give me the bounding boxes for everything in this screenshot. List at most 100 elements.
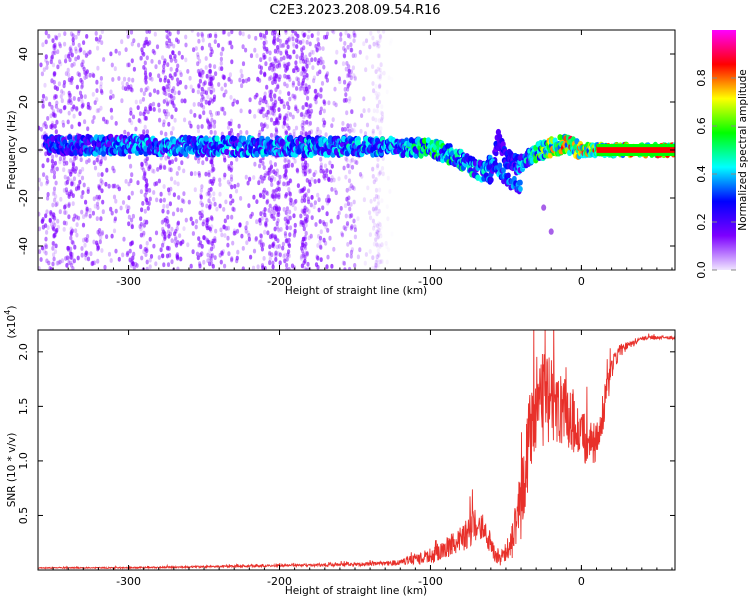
spectrogram-noise-speck	[38, 226, 42, 232]
spectrogram-noise-speck	[54, 202, 58, 208]
spectrogram-noise-speck	[262, 33, 267, 39]
spectrogram-noise-speck	[211, 167, 215, 173]
spectrogram-noise-speck	[62, 158, 66, 164]
spectrogram-noise-speck	[208, 256, 212, 261]
spectrogram-noise-speck	[324, 224, 328, 230]
spectrogram-noise-speck	[377, 252, 381, 257]
spectrogram-noise-speck	[210, 253, 214, 259]
spectrogram-noise-speck	[287, 249, 291, 255]
spectrogram-noise-speck	[284, 30, 288, 35]
spectrogram-noise-speck	[272, 244, 276, 249]
spectrogram-noise-speck	[284, 233, 288, 239]
spectrogram-noise-speck	[302, 120, 306, 126]
spectrogram-noise-speck	[261, 33, 265, 38]
spectrogram-noise-speck	[156, 89, 160, 95]
spectrogram-noise-speck	[288, 232, 292, 238]
spectrogram-noise-speck	[346, 163, 350, 169]
spectrogram-noise-speck	[144, 187, 148, 192]
spectrogram-noise-speck	[378, 83, 382, 89]
spectrogram-noise-speck	[375, 243, 379, 248]
spectrogram-noise-speck	[376, 94, 380, 100]
spectrogram-noise-speck	[275, 205, 279, 211]
spectrogram-noise-speck	[68, 57, 72, 63]
spectrogram-noise-speck	[327, 177, 331, 183]
spectrogram-noise-speck	[268, 105, 272, 111]
spectrogram-noise-speck	[376, 230, 380, 236]
spectrogram-noise-speck	[202, 89, 206, 95]
spectrogram-noise-speck	[376, 124, 380, 130]
spectrogram-noise-speck	[117, 186, 121, 192]
spectrogram-noise-speck	[375, 229, 379, 235]
spectrogram-noise-speck	[199, 188, 203, 193]
spectrogram-noise-speck	[322, 221, 326, 227]
spectrogram-noise-speck	[85, 206, 89, 212]
spectrogram-noise-speck	[131, 255, 135, 261]
spectrogram-noise-speck	[276, 45, 280, 50]
spectrogram-noise-speck	[344, 156, 348, 162]
spectrogram-noise-speck	[294, 106, 298, 112]
spectrogram-noise-speck	[176, 81, 180, 87]
spectrogram-noise-speck	[337, 176, 341, 182]
spectrogram-noise-speck	[48, 218, 52, 223]
spectrogram-noise-speck	[184, 34, 188, 40]
spectrogram-noise-speck	[153, 50, 157, 56]
spectrogram-noise-speck	[173, 54, 177, 59]
spectrogram-noise-speck	[182, 191, 186, 197]
spectrogram-noise-speck	[375, 254, 380, 259]
spectrogram-y-tick-label: -40	[17, 237, 30, 255]
spectrogram-noise-speck	[319, 93, 323, 99]
spectrogram-noise-speck	[143, 124, 147, 130]
spectrogram-noise-speck	[244, 47, 248, 53]
spectrogram-noise-speck	[322, 237, 326, 243]
spectrogram-noise-speck	[259, 70, 263, 75]
spectrogram-noise-speck	[277, 96, 281, 102]
spectrogram-noise-speck	[84, 255, 88, 261]
spectrogram-noise-speck	[84, 237, 88, 242]
spectrogram-noise-speck	[244, 225, 248, 231]
spectrogram-noise-speck	[73, 156, 77, 161]
spectrogram-noise-speck	[275, 187, 279, 193]
spectrogram-band-cell	[183, 150, 189, 158]
spectrogram-noise-speck	[162, 204, 166, 209]
spectrogram-noise-speck	[302, 226, 306, 232]
spectrogram-noise-speck	[342, 52, 346, 58]
spectrogram-noise-speck	[52, 45, 56, 50]
spectrogram-noise-speck	[343, 79, 347, 85]
spectrogram-noise-speck	[347, 68, 351, 74]
spectrogram-noise-speck	[44, 213, 48, 219]
spectrogram-noise-speck	[192, 47, 196, 53]
spectrogram-noise-speck	[63, 31, 67, 36]
spectrogram-noise-speck	[346, 33, 351, 39]
spectrogram-noise-speck	[157, 59, 161, 65]
spectrogram-noise-speck	[346, 86, 350, 92]
spectrogram-noise-speck	[67, 260, 71, 265]
spectrogram-noise-speck	[273, 93, 277, 99]
spectrogram-noise-speck	[43, 244, 47, 250]
spectrogram-noise-speck	[299, 85, 303, 91]
spectrogram-noise-speck	[71, 41, 75, 46]
spectrogram-noise-speck	[44, 151, 48, 157]
spectrogram-noise-speck	[44, 242, 48, 248]
spectrogram-noise-speck	[253, 47, 257, 53]
spectrogram-noise-speck	[67, 93, 71, 99]
spectrogram-noise-speck	[300, 123, 304, 128]
spectrogram-noise-speck	[376, 194, 380, 200]
spectrogram-noise-speck	[97, 184, 101, 189]
spectrogram-noise-speck	[310, 57, 314, 63]
spectrogram-noise-speck	[167, 121, 171, 127]
spectrogram-noise-speck	[253, 114, 257, 119]
spectrogram-noise-speck	[382, 30, 386, 34]
spectrogram-noise-speck	[58, 43, 63, 49]
spectrogram-noise-speck	[229, 193, 233, 199]
spectrogram-noise-speck	[386, 216, 390, 222]
spectrogram-noise-speck	[72, 105, 76, 111]
spectrogram-noise-speck	[284, 172, 288, 178]
spectrogram-noise-speck	[155, 181, 159, 186]
spectrogram-noise-speck	[280, 43, 284, 49]
spectrogram-noise-speck	[371, 166, 375, 172]
spectrogram-noise-speck	[262, 176, 266, 181]
spectrogram-noise-speck	[134, 99, 138, 105]
spectrogram-noise-speck	[55, 166, 59, 172]
spectrogram-noise-speck	[146, 109, 150, 115]
spectrogram-noise-speck	[200, 184, 204, 190]
